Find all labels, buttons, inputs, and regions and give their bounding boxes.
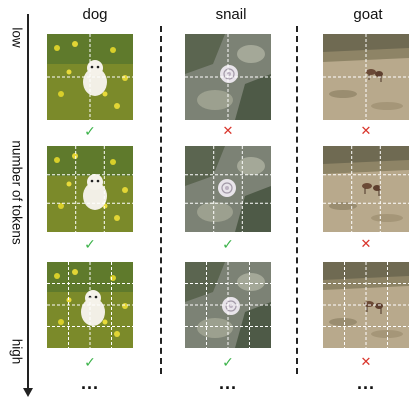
snail-image-low-tokens: [185, 34, 271, 120]
axis-label-high: high: [9, 338, 25, 365]
goat-image-low-tokens: [323, 34, 409, 120]
dog-image-high-tokens: [47, 262, 133, 348]
column-title-goat: goat: [353, 6, 383, 23]
goat-image-high-tokens: [323, 262, 409, 348]
dog-mid-result-check-icon: ✓: [84, 236, 96, 252]
snail-high-result-check-icon: ✓: [222, 354, 234, 370]
goat-low-result-cross-icon: ✕: [360, 123, 372, 138]
snail-ellipsis: ...: [218, 373, 237, 393]
dog-low-result-check-icon: ✓: [84, 123, 96, 139]
goat-image-mid-tokens: [323, 146, 409, 232]
axis-label-low: low: [9, 27, 25, 48]
goat-mid-result-cross-icon: ✕: [360, 236, 372, 251]
snail-image-high-tokens: [185, 262, 271, 348]
token-grid: [47, 34, 133, 120]
column-title-dog: dog: [82, 6, 108, 23]
goat-high-result-cross-icon: ✕: [360, 354, 372, 369]
column-separator-2: [296, 26, 298, 374]
dog-image-low-tokens: [47, 34, 133, 120]
snail-low-result-cross-icon: ✕: [222, 123, 234, 138]
goat-ellipsis: ...: [356, 373, 375, 393]
dog-ellipsis: ...: [80, 373, 99, 393]
tokens-axis-arrow-icon: [23, 388, 33, 397]
dog-high-result-check-icon: ✓: [84, 354, 96, 370]
column-separator-1: [160, 26, 162, 374]
column-title-snail: snail: [215, 6, 247, 23]
dog-image-mid-tokens: [47, 146, 133, 232]
snail-image-mid-tokens: [185, 146, 271, 232]
tokens-axis-line: [27, 14, 29, 392]
snail-mid-result-check-icon: ✓: [222, 236, 234, 252]
axis-label-number-of-tokens: number of tokens: [9, 140, 25, 245]
